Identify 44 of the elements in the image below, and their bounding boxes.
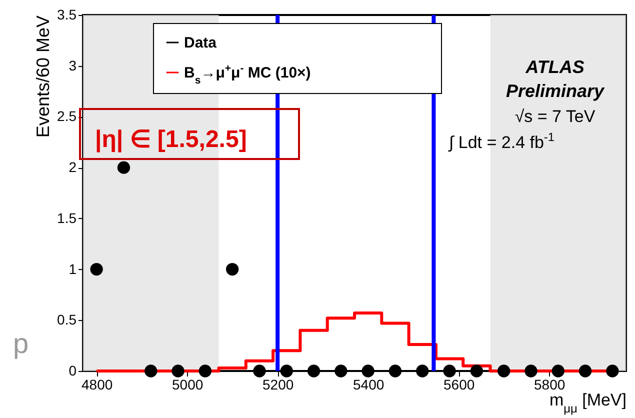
point [117, 161, 130, 174]
y-tick-label: 3 [68, 57, 77, 74]
legend-label: Data [184, 34, 218, 52]
point [280, 364, 293, 378]
point [172, 364, 184, 378]
annotation: Preliminary [506, 81, 606, 101]
y-tick-label: 1.5 [57, 210, 77, 226]
y-tick-label: 3.5 [57, 6, 77, 22]
x-tick-label: 5400 [352, 376, 384, 392]
point [362, 364, 374, 378]
annotation: √s = 7 TeV [514, 107, 596, 126]
x-tick-label: 5200 [262, 376, 294, 392]
point [226, 262, 239, 276]
annotation: |η| ∈ [1.5,2.5] [95, 126, 247, 153]
point [606, 364, 619, 378]
point [144, 364, 158, 378]
point [578, 364, 592, 378]
point [470, 364, 483, 378]
y-tick-label: 2 [68, 159, 77, 176]
point [253, 364, 266, 378]
point [307, 364, 320, 378]
point [552, 364, 564, 378]
point [498, 364, 510, 378]
annotation: ATLAS [524, 57, 584, 77]
point [524, 364, 538, 378]
y-tick-label: 1 [68, 260, 77, 277]
x-tick-label: 4800 [81, 376, 113, 392]
y-axis-title: Events/60 MeV [33, 16, 54, 138]
x-tick-label: 5000 [172, 376, 204, 392]
x-tick-label: 5600 [443, 376, 475, 392]
y-tick-label: 0.5 [57, 312, 77, 328]
point [198, 364, 212, 378]
point [416, 364, 429, 378]
legend-label: B$_{s}$→μ$^{+}$μ$^{-}$ MC (10×) [184, 62, 311, 86]
text: p [13, 328, 29, 359]
x-axis-title: m$_{μμ}$ [MeV] [550, 390, 626, 416]
point [443, 364, 456, 378]
point [90, 262, 103, 276]
point [388, 364, 402, 378]
y-tick-label: 2.5 [57, 108, 77, 124]
x-tick-label: 5800 [534, 376, 566, 392]
annotation: ∫ Ldt = 2.4 fb$^{-1}$ [448, 130, 555, 152]
y-tick-label: 0 [68, 362, 77, 378]
point [334, 364, 348, 378]
